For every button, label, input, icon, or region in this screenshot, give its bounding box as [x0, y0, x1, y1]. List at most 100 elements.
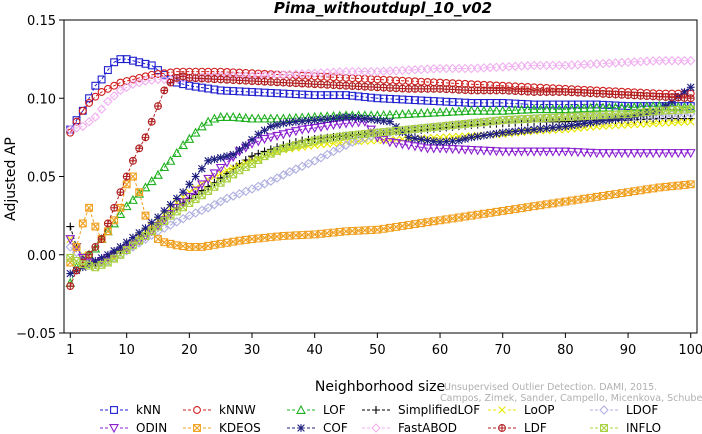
- data-point-cof: [248, 135, 256, 144]
- data-point-knnw: [110, 81, 119, 90]
- data-point-kdeos: [555, 198, 564, 207]
- legend-label-fastabod: FastABOD: [398, 421, 457, 434]
- data-point-lof: [234, 112, 245, 122]
- data-point-cof: [661, 102, 670, 110]
- data-point-inflo: [116, 250, 125, 259]
- data-point-lof: [240, 112, 251, 123]
- data-point-odin: [554, 147, 565, 157]
- data-point-fastabod: [554, 60, 564, 71]
- data-point-cof: [480, 131, 488, 140]
- data-point-cof: [103, 250, 112, 259]
- x-tick-label: 60: [432, 343, 449, 358]
- data-point-kdeos: [404, 221, 413, 229]
- data-point-odin: [541, 147, 552, 157]
- data-point-cof: [411, 134, 419, 143]
- series-inflo: [66, 105, 695, 272]
- data-point-cof: [680, 88, 689, 96]
- data-point-cof: [154, 213, 162, 222]
- legend-marker-inflo: [600, 424, 608, 432]
- data-point-ldf: [141, 133, 150, 142]
- data-point-lof: [453, 106, 464, 116]
- data-point-cof: [636, 110, 645, 119]
- data-point-ldf: [686, 94, 695, 103]
- data-point-lof: [635, 101, 646, 111]
- data-point-odin: [316, 122, 326, 133]
- data-point-inflo: [486, 117, 495, 126]
- data-point-odin: [290, 127, 301, 137]
- data-point-cof: [461, 135, 470, 143]
- data-point-cof: [91, 257, 100, 265]
- data-point-inflo: [241, 163, 250, 172]
- data-point-odin: [604, 149, 615, 159]
- data-point-cof: [166, 200, 175, 209]
- data-point-odin: [529, 147, 539, 157]
- data-point-kdeos: [517, 204, 526, 213]
- data-point-cof: [530, 125, 538, 134]
- data-point-cof: [223, 152, 231, 161]
- legend-label-simplifiedlof: SimplifiedLOF: [398, 403, 480, 417]
- data-point-cof: [279, 119, 288, 128]
- data-point-knn: [103, 66, 112, 75]
- data-point-odin: [510, 147, 521, 157]
- data-point-lof: [478, 105, 489, 115]
- data-point-kdeos: [530, 202, 538, 211]
- data-point-knn: [91, 81, 100, 90]
- data-point-kdeos: [479, 209, 488, 218]
- data-point-lof: [497, 105, 508, 115]
- data-point-odin: [297, 125, 308, 135]
- data-point-inflo: [235, 166, 244, 175]
- data-point-inflo: [160, 217, 169, 226]
- data-point-ldof: [259, 179, 270, 189]
- data-point-lof: [140, 182, 151, 192]
- data-point-cof: [442, 137, 451, 146]
- legend-marker-odin: [109, 424, 119, 434]
- legend-marker-cof: [297, 424, 305, 432]
- data-point-loop: [680, 118, 689, 126]
- data-point-inflo: [373, 128, 382, 137]
- data-point-cof: [417, 135, 426, 144]
- data-point-odin: [303, 124, 314, 134]
- data-point-odin: [673, 149, 684, 159]
- data-point-cof: [423, 136, 432, 145]
- legend-marker-knn: [110, 406, 118, 414]
- data-point-lof: [159, 161, 170, 172]
- data-point-inflo: [385, 127, 394, 136]
- data-point-loop: [643, 120, 651, 128]
- data-point-kdeos: [486, 208, 495, 217]
- data-point-loop: [655, 119, 664, 128]
- data-point-cof: [611, 115, 620, 123]
- data-point-inflo: [624, 109, 633, 118]
- data-point-cof: [542, 124, 551, 133]
- data-point-odin: [259, 134, 270, 145]
- x-tick-label: 30: [244, 343, 261, 358]
- data-point-lof: [516, 104, 527, 114]
- data-point-kdeos: [135, 188, 144, 197]
- data-point-kdeos: [567, 196, 576, 205]
- data-point-odin: [560, 147, 571, 157]
- data-point-fastabod: [447, 63, 458, 74]
- data-point-knnw: [85, 98, 94, 107]
- data-point-odin: [504, 147, 514, 157]
- data-point-kdeos: [273, 232, 282, 241]
- data-point-inflo: [642, 108, 651, 116]
- data-point-fastabod: [673, 55, 683, 66]
- data-point-kdeos: [317, 229, 325, 238]
- data-point-kdeos: [674, 181, 683, 190]
- data-point-ldf: [72, 266, 81, 275]
- data-point-lof: [547, 104, 558, 114]
- data-point-odin: [629, 149, 640, 159]
- series-ldf: [66, 72, 695, 290]
- data-point-lof: [572, 103, 583, 113]
- data-point-inflo: [229, 170, 238, 179]
- data-point-inflo: [103, 258, 112, 267]
- data-point-loop: [354, 137, 363, 146]
- data-point-cof: [473, 132, 482, 141]
- legend-item-knnw: kNNW: [183, 403, 256, 417]
- data-point-kdeos: [636, 186, 645, 195]
- data-point-cof: [360, 114, 369, 123]
- data-point-odin: [472, 146, 483, 156]
- data-point-inflo: [248, 160, 256, 168]
- data-point-ldf: [91, 243, 100, 251]
- data-point-kdeos: [505, 206, 513, 214]
- data-point-loop: [285, 145, 294, 153]
